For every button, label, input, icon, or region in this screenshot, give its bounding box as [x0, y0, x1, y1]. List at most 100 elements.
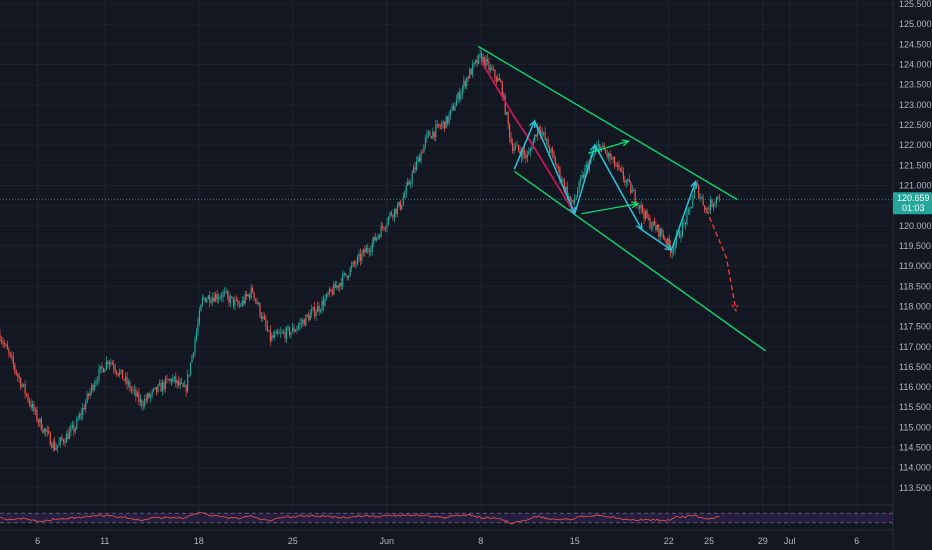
candle-body: [556, 165, 558, 168]
candle-body: [706, 207, 709, 210]
candle-body: [64, 442, 66, 444]
candle-body: [161, 382, 164, 392]
candle-body: [418, 157, 421, 162]
candle-body: [690, 206, 692, 209]
candle-body: [145, 398, 147, 400]
time-tick-label: 25: [704, 536, 714, 546]
candle-body: [390, 212, 393, 216]
price-tick-label: 114.500: [899, 443, 931, 453]
candle-body: [543, 132, 545, 134]
price-tick-label: 115.000: [899, 422, 931, 432]
candle-body: [278, 333, 280, 335]
candle-body: [402, 197, 404, 205]
candle-body: [77, 418, 79, 420]
candle-body: [644, 210, 647, 219]
candle-body: [470, 69, 472, 75]
candle-body: [160, 383, 162, 392]
rsi-line: [0, 511, 720, 525]
candle-body: [574, 199, 576, 203]
candle-body: [157, 385, 159, 392]
candle-body: [709, 199, 712, 211]
candle-body: [382, 225, 384, 228]
candle-body: [256, 300, 258, 305]
price-tick-label: 119.000: [899, 261, 931, 271]
candle-body: [398, 201, 400, 206]
candle-body: [639, 205, 641, 209]
candle-body: [342, 274, 344, 286]
price-tick-label: 117.500: [899, 322, 931, 332]
candle-body: [92, 385, 94, 390]
candle-body: [148, 393, 150, 398]
time-axis[interactable]: 6 11 18 25 Jun 8 15 22 25 29 Jul 6: [35, 536, 859, 546]
candle-body: [432, 131, 434, 139]
candle-body: [253, 292, 255, 299]
candle-body: [184, 385, 186, 387]
candle-body: [370, 250, 372, 253]
candle-body: [164, 378, 167, 390]
price-tick-label: 121.500: [899, 160, 932, 170]
time-tick-label: 11: [100, 536, 109, 546]
candle-body: [350, 265, 353, 269]
candle-body: [102, 367, 105, 373]
candle-body: [334, 283, 336, 288]
price-axis[interactable]: 113.500 114.000 114.500 115.000 115.500 116.0…: [899, 0, 932, 493]
candle-body: [605, 150, 607, 153]
candle-body: [76, 419, 78, 429]
candle-body: [300, 322, 302, 324]
candle-body: [625, 181, 627, 183]
candle-body: [288, 327, 291, 336]
candle-body: [8, 349, 10, 354]
candle-body: [194, 340, 196, 353]
candle-body: [216, 294, 218, 300]
candle-body: [708, 209, 710, 211]
candle-body: [395, 208, 397, 214]
candle-body: [547, 139, 549, 148]
candle-body: [579, 178, 582, 182]
candle-body: [438, 123, 440, 127]
candle-body: [593, 153, 595, 156]
candle-body: [616, 164, 619, 167]
candle-body: [340, 282, 342, 286]
candle-body: [510, 137, 512, 144]
candle-body: [520, 153, 523, 158]
candle-body: [163, 382, 165, 390]
candle-body: [3, 343, 6, 345]
time-tick-label: 8: [478, 536, 483, 546]
candle-body: [485, 58, 487, 67]
candle-body: [541, 132, 543, 135]
candle-body: [238, 304, 240, 306]
time-tick-label: 6: [35, 536, 40, 546]
candle-body: [494, 69, 496, 78]
candle-body: [673, 249, 675, 252]
candle-body: [6, 344, 8, 350]
channel-upper: [477, 45, 738, 201]
candle-body: [185, 385, 187, 392]
candle-body: [492, 69, 494, 71]
candle-body: [448, 114, 450, 124]
candle-body: [133, 389, 136, 391]
rsi-panel: [0, 511, 893, 525]
candle-body: [615, 165, 617, 167]
candle-body: [401, 204, 403, 210]
candle-body: [291, 327, 294, 333]
candle-body: [584, 168, 586, 178]
candle-body: [327, 293, 329, 295]
candle-body: [43, 428, 45, 433]
candle-body: [0, 334, 1, 341]
candle-body: [460, 93, 462, 100]
candle-body: [166, 378, 168, 380]
candle-body: [142, 405, 144, 407]
candle-body: [689, 208, 691, 210]
candle-body: [544, 132, 546, 140]
candle-body: [404, 193, 406, 198]
candle-body: [117, 373, 119, 376]
candle-body: [57, 445, 59, 448]
candle-body: [684, 222, 687, 225]
price-tick-label: 121.000: [899, 180, 932, 190]
candle-body: [37, 420, 40, 423]
candle-body: [141, 399, 143, 406]
candle-body: [5, 344, 7, 346]
candle-body: [514, 145, 517, 149]
candle-body: [449, 109, 452, 115]
